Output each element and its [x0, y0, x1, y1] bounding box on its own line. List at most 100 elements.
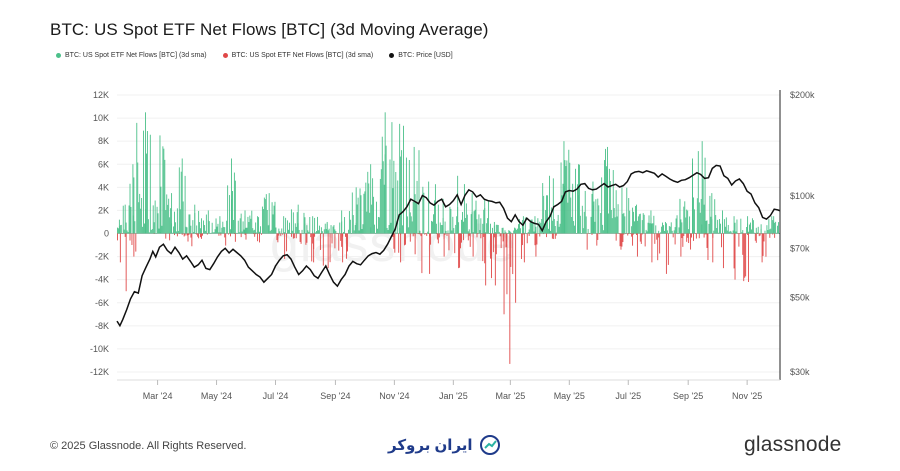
outflow-peak-bar: [125, 233, 127, 292]
inflow-bar: [767, 230, 769, 234]
outflow-bar: [183, 233, 185, 237]
outflow-bar: [282, 233, 284, 235]
inflow-bar: [575, 168, 577, 234]
outflow-bar: [721, 233, 722, 248]
outflow-bar: [225, 233, 227, 246]
inflow-bar: [608, 168, 610, 234]
legend-item-price[interactable]: BTC: Price [USD]: [389, 52, 453, 59]
inflow-bar: [483, 209, 485, 234]
inflow-bar: [565, 166, 567, 234]
inflow-bar: [359, 188, 361, 234]
inflow-bar: [431, 220, 433, 234]
x-tick-label: May '24: [201, 391, 232, 401]
inflow-bar: [218, 232, 220, 234]
inflow-bar: [193, 231, 195, 234]
legend-item-outflows[interactable]: BTC: US Spot ETF Net Flows [BTC] (3d sma…: [222, 52, 374, 59]
outflow-bar: [201, 233, 202, 239]
inflow-peak-bar: [692, 158, 693, 234]
outflow-bar: [187, 233, 189, 242]
inflow-peak-bar: [297, 204, 299, 234]
inflow-peak-bar: [413, 146, 415, 234]
inflow-bar: [660, 232, 662, 234]
inflow-bar: [675, 218, 677, 234]
outflow-bar: [765, 233, 767, 257]
outflow-bar: [691, 233, 692, 238]
outflow-bar: [630, 233, 632, 234]
inflow-bar: [461, 219, 462, 234]
inflow-bar: [350, 233, 352, 234]
inflow-bar: [486, 223, 488, 234]
inflow-bar: [382, 161, 384, 234]
inflow-bar: [728, 231, 730, 234]
outflow-bar: [299, 233, 301, 242]
outflow-bar: [755, 233, 757, 243]
y-left-tick-label: 2K: [98, 205, 109, 215]
inflow-bar: [243, 229, 245, 234]
inflow-bar: [714, 199, 716, 234]
outflow-peak-bar: [722, 233, 724, 269]
inflow-bar: [723, 219, 725, 234]
inflow-bar: [730, 231, 732, 234]
inflow-bar: [665, 223, 667, 234]
inflow-bar: [165, 210, 167, 234]
inflow-bar: [174, 222, 176, 234]
inflow-bar: [427, 231, 429, 234]
x-tick-label: Sep '25: [673, 391, 703, 401]
inflow-peak-bar: [341, 210, 343, 234]
outflow-bar: [174, 233, 175, 236]
inflow-bar: [271, 202, 273, 234]
outflow-bar: [493, 233, 495, 238]
inflow-bar: [661, 226, 663, 234]
outflow-bar: [314, 233, 316, 237]
inflow-bar: [418, 150, 420, 234]
legend-label-outflows: BTC: US Spot ETF Net Flows [BTC] (3d sma…: [231, 52, 374, 59]
glassnode-logo[interactable]: glassnode: [744, 433, 842, 456]
inflow-peak-bar: [355, 187, 357, 234]
outflow-bar: [742, 233, 744, 255]
inflow-bar: [724, 226, 726, 234]
outflow-bar: [620, 233, 622, 250]
outflow-bar: [759, 233, 761, 236]
inflow-bar: [472, 232, 474, 234]
inflow-bar: [705, 220, 707, 234]
inflow-bar: [337, 232, 339, 234]
outflow-bar: [233, 233, 235, 234]
inflow-bar: [125, 222, 127, 234]
inflow-bar: [664, 230, 665, 234]
inflow-bar: [535, 226, 537, 234]
inflow-bar: [585, 216, 587, 234]
inflow-bar: [686, 209, 688, 234]
inflow-peak-bar: [118, 219, 120, 234]
outflow-bar: [731, 233, 733, 235]
inflow-bar: [718, 232, 720, 234]
inflow-bar: [211, 222, 213, 234]
legend-item-inflows[interactable]: BTC: US Spot ETF Net Flows [BTC] (3d sma…: [56, 52, 207, 59]
inflow-bar: [303, 212, 305, 234]
outflow-bar: [117, 233, 118, 241]
inflow-peak-bar: [132, 164, 134, 234]
inflow-bar: [689, 216, 691, 234]
inflow-peak-bar: [312, 216, 314, 234]
inflow-bar: [579, 215, 581, 234]
inflow-bar: [433, 214, 434, 234]
partner-brand[interactable]: ایران بروکر: [388, 434, 501, 456]
inflow-bar: [700, 198, 702, 234]
inflow-bar: [158, 228, 160, 234]
inflow-bar: [751, 229, 752, 234]
inflow-peak-bar: [733, 216, 735, 234]
outflow-peak-bar: [284, 233, 286, 259]
inflow-bar: [680, 219, 682, 234]
outflow-bar: [747, 233, 749, 235]
inflow-bar: [673, 230, 675, 234]
inflow-bar: [562, 183, 564, 234]
y-right-tick-label: $100k: [790, 191, 815, 201]
outflow-bar: [703, 233, 705, 238]
outflow-peak-bar: [515, 233, 517, 303]
inflow-bar: [223, 226, 225, 234]
inflow-bar: [233, 172, 235, 234]
inflow-bar: [203, 220, 204, 234]
inflow-bar: [150, 230, 152, 234]
inflow-bar: [189, 214, 191, 234]
inflow-bar: [409, 212, 411, 234]
inflow-bar: [258, 217, 260, 234]
